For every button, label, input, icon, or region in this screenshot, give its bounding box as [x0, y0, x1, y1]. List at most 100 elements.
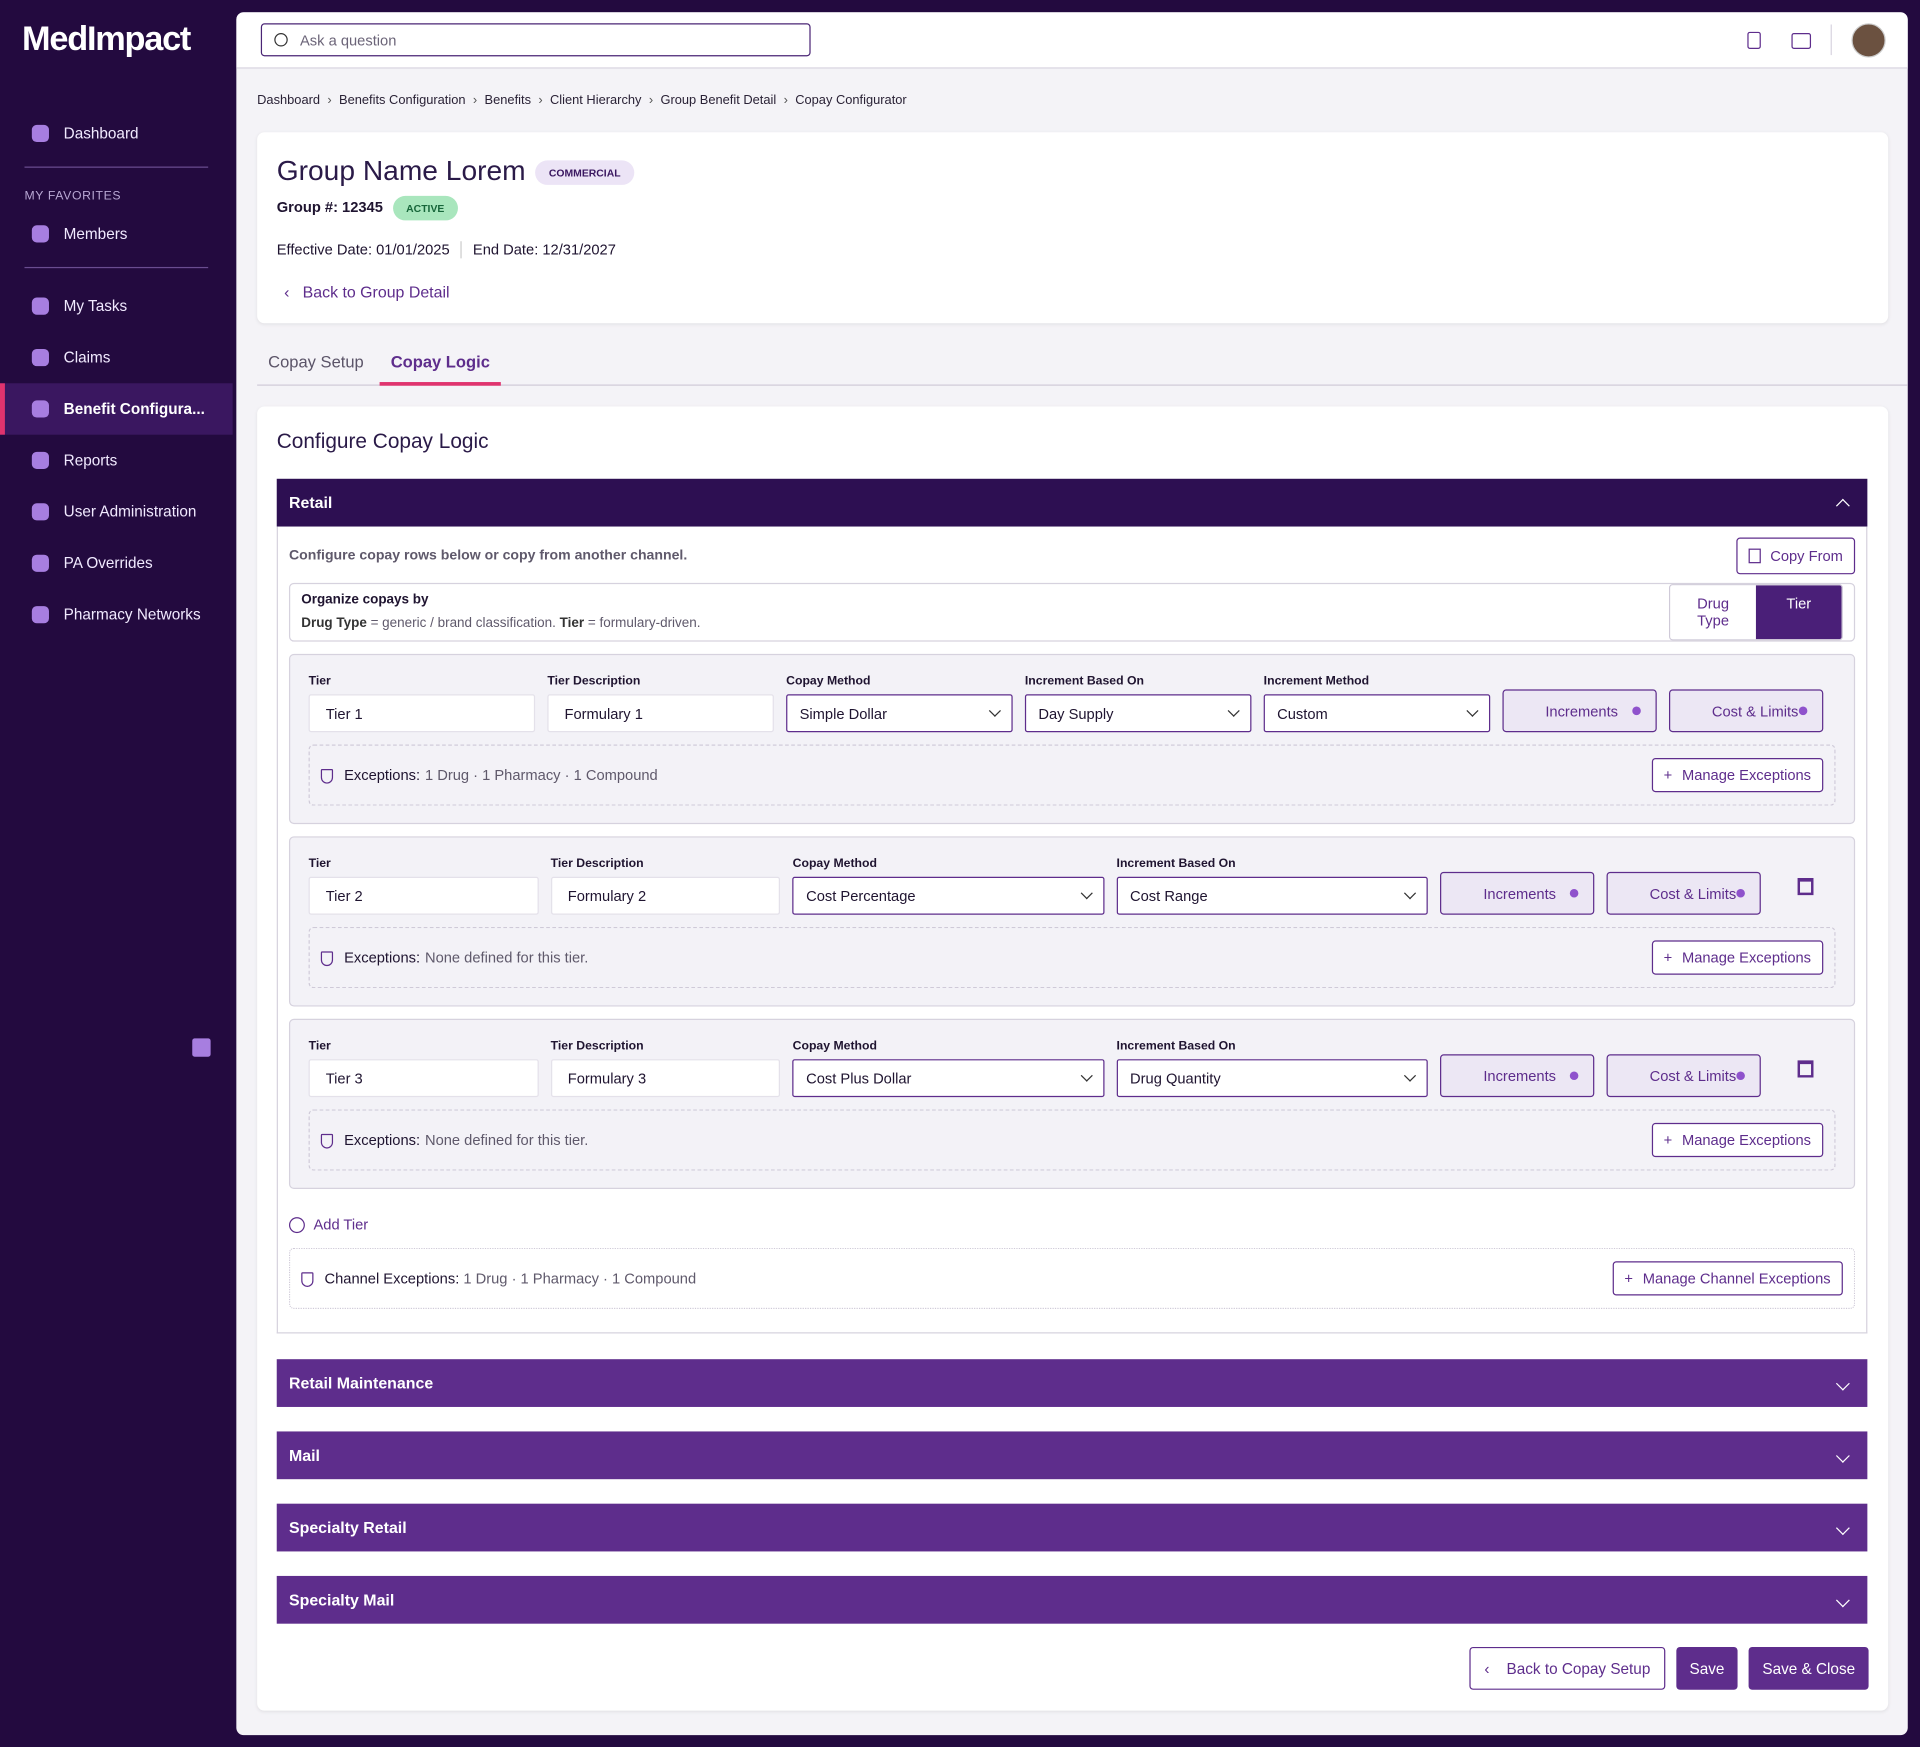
- nav-icon: [31, 451, 49, 469]
- nav-item[interactable]: Members: [0, 208, 233, 259]
- nav-item[interactable]: Dashboard: [0, 108, 233, 159]
- chevron: [1835, 1520, 1850, 1535]
- collapse-button[interactable]: [192, 1038, 211, 1057]
- text-input[interactable]: Formulary 2: [550, 876, 781, 915]
- select-input[interactable]: Drug Quantity: [1116, 1059, 1429, 1098]
- end-date: End Date: 12/31/2027: [472, 241, 616, 259]
- channel-header[interactable]: Retail Maintenance: [276, 1359, 1868, 1407]
- save-button[interactable]: Save: [1676, 1646, 1738, 1690]
- manage-exceptions-button[interactable]: + Manage Exceptions: [1651, 1122, 1824, 1158]
- panel-button[interactable]: Cost & Limits: [1606, 871, 1761, 915]
- nav-icon: [31, 606, 49, 624]
- toggle-option[interactable]: Drug Type: [1670, 585, 1756, 640]
- nav-label: Claims: [63, 348, 111, 367]
- nav-item[interactable]: Pharmacy Networks: [0, 589, 233, 640]
- nav-item[interactable]: Reports: [0, 435, 233, 486]
- select-input[interactable]: Custom: [1263, 694, 1491, 733]
- copy-from-button[interactable]: Copy From: [1735, 537, 1856, 575]
- select-input[interactable]: Cost Percentage: [792, 876, 1105, 915]
- crumb[interactable]: Dashboard: [257, 93, 321, 108]
- dropdown-arrow: [1404, 1069, 1417, 1082]
- nav-label: Benefit Configura...: [63, 400, 205, 418]
- fields-row: Tier Tier 2 Tier Description Formulary 2 Cop…: [308, 857, 1836, 915]
- back-button[interactable]: ‹ Back to Copay Setup: [1469, 1646, 1666, 1690]
- nav-item[interactable]: Claims: [0, 332, 233, 383]
- field-value: Simple Dollar: [799, 704, 887, 722]
- select-input[interactable]: Cost Plus Dollar: [792, 1059, 1105, 1098]
- crumb[interactable]: Group Benefit Detail: [660, 93, 777, 108]
- crumb[interactable]: Benefits: [484, 93, 532, 108]
- nav-icon: [31, 348, 49, 367]
- tab[interactable]: Copay Logic: [379, 345, 501, 386]
- toggle-option[interactable]: Tier: [1755, 585, 1842, 640]
- field: Tier Tier 3: [308, 1039, 539, 1098]
- crumb-separator: ›: [327, 93, 332, 108]
- avatar[interactable]: [1851, 23, 1886, 58]
- tier-rows: Tier Tier 1 Tier Description Formulary 1 Cop…: [278, 653, 1866, 1189]
- manage-label: Manage Exceptions: [1681, 1131, 1812, 1149]
- field-label: Increment Method: [1263, 674, 1370, 689]
- field: Increment Based On Day Supply: [1024, 675, 1252, 733]
- field-value: Tier 2: [325, 887, 363, 905]
- channel-header[interactable]: Retail: [276, 478, 1868, 527]
- field: Copay Method Cost Plus Dollar: [792, 1040, 1105, 1098]
- crumb[interactable]: Copay Configurator: [795, 93, 907, 108]
- tier-row: Tier Tier 1 Tier Description Formulary 1 Cop…: [288, 653, 1856, 825]
- channel-header[interactable]: Mail: [276, 1431, 1868, 1480]
- nav-icon: [31, 400, 49, 418]
- field: Tier Description Formulary 3: [550, 1040, 781, 1098]
- nav-item[interactable]: Benefit Configura...: [0, 383, 233, 435]
- text-input[interactable]: Tier 2: [308, 876, 539, 915]
- crumb[interactable]: Client Hierarchy: [549, 93, 642, 108]
- add-tier[interactable]: Add Tier: [278, 1201, 1866, 1248]
- nav-item[interactable]: User Administration: [0, 486, 233, 537]
- back-label: Back to Copay Setup: [1506, 1659, 1651, 1677]
- field-label: Increment Based On: [1116, 857, 1236, 871]
- panel-button[interactable]: Increments: [1440, 871, 1595, 915]
- text-input[interactable]: Formulary 3: [550, 1059, 781, 1098]
- channel-header[interactable]: Specialty Retail: [276, 1503, 1868, 1552]
- nav-item[interactable]: My Tasks: [0, 280, 233, 331]
- exceptions-label: Channel Exceptions:: [324, 1269, 460, 1287]
- history-icon[interactable]: [1747, 31, 1761, 49]
- select-input[interactable]: Day Supply: [1024, 694, 1252, 733]
- text-input[interactable]: Tier 3: [308, 1059, 539, 1098]
- save-close-button[interactable]: Save & Close: [1748, 1646, 1869, 1690]
- panel-button[interactable]: Increments: [1502, 689, 1657, 733]
- back-link[interactable]: ‹ Back to Group Detail: [284, 282, 450, 302]
- panel-button[interactable]: Cost & Limits: [1606, 1054, 1761, 1098]
- select-input[interactable]: Cost Range: [1116, 876, 1429, 915]
- field: Tier Tier 1: [308, 675, 536, 733]
- channel-header[interactable]: Specialty Mail: [276, 1575, 1868, 1624]
- field-value: Cost Range: [1130, 887, 1208, 905]
- shield-icon: [320, 951, 334, 966]
- exceptions-detail: 1 Drug · 1 Pharmacy · 1 Compound: [463, 1269, 697, 1287]
- search-box[interactable]: Ask a question: [260, 23, 811, 57]
- intro: Configure copay rows below or copy from …: [288, 548, 688, 564]
- panel-button[interactable]: Cost & Limits: [1668, 689, 1824, 733]
- select-input[interactable]: Simple Dollar: [786, 694, 1013, 733]
- section-title: Configure Copay Logic: [276, 429, 489, 454]
- field-label: Tier Description: [550, 857, 644, 871]
- manage-label: Manage Channel Exceptions: [1642, 1269, 1831, 1287]
- dropdown-arrow: [1466, 704, 1479, 717]
- text-input[interactable]: Tier 1: [308, 694, 536, 733]
- manage-channel-button[interactable]: + Manage Channel Exceptions: [1612, 1261, 1843, 1296]
- panel-button[interactable]: Increments: [1440, 1054, 1595, 1098]
- group-number: Group #: 12345: [276, 198, 383, 216]
- delete-button[interactable]: [1797, 1059, 1814, 1077]
- crumb-separator: ›: [538, 93, 543, 108]
- docs-icon[interactable]: [1791, 33, 1812, 49]
- exceptions-label: Exceptions:: [344, 948, 421, 967]
- field-label: Tier: [308, 1039, 331, 1054]
- manage-exceptions-button[interactable]: + Manage Exceptions: [1651, 940, 1824, 975]
- tab[interactable]: Copay Setup: [268, 352, 364, 372]
- nav-item[interactable]: PA Overrides: [0, 538, 233, 589]
- field: Increment Method Custom: [1263, 674, 1491, 733]
- delete-button[interactable]: [1797, 877, 1814, 895]
- crumb[interactable]: Benefits Configuration: [339, 93, 466, 108]
- manage-exceptions-button[interactable]: + Manage Exceptions: [1651, 757, 1824, 793]
- button-label: Increments: [1483, 1067, 1557, 1085]
- text-input[interactable]: Formulary 1: [547, 694, 774, 733]
- field-label: Increment Based On: [1116, 1039, 1236, 1054]
